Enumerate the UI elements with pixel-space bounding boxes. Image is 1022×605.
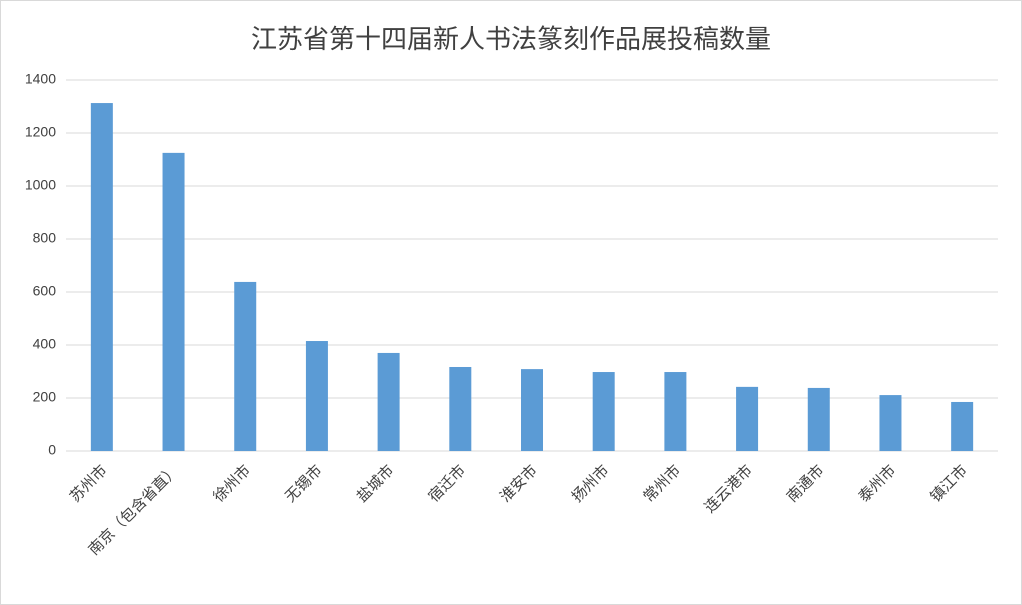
bar	[449, 366, 472, 451]
y-tick-label: 1200	[25, 124, 56, 140]
bar	[377, 352, 400, 451]
bar	[807, 387, 830, 451]
y-tick-label: 200	[33, 389, 57, 405]
bar	[521, 369, 543, 451]
y-tick-label: 1000	[25, 177, 56, 193]
bar	[951, 401, 974, 451]
bar	[305, 341, 328, 451]
bar	[90, 103, 113, 452]
bar	[592, 372, 615, 451]
y-tick-label: 600	[33, 283, 57, 299]
bar	[664, 372, 687, 451]
bar	[879, 395, 902, 451]
y-tick-label: 0	[48, 442, 56, 458]
y-tick-label: 1400	[25, 71, 56, 87]
y-tick-label: 400	[33, 336, 57, 352]
bar	[234, 281, 257, 451]
y-tick-label: 800	[33, 230, 57, 246]
chart-title: 江苏省第十四届新人书法篆刻作品展投稿数量	[251, 25, 771, 54]
bar	[736, 386, 759, 451]
bar	[162, 152, 185, 451]
